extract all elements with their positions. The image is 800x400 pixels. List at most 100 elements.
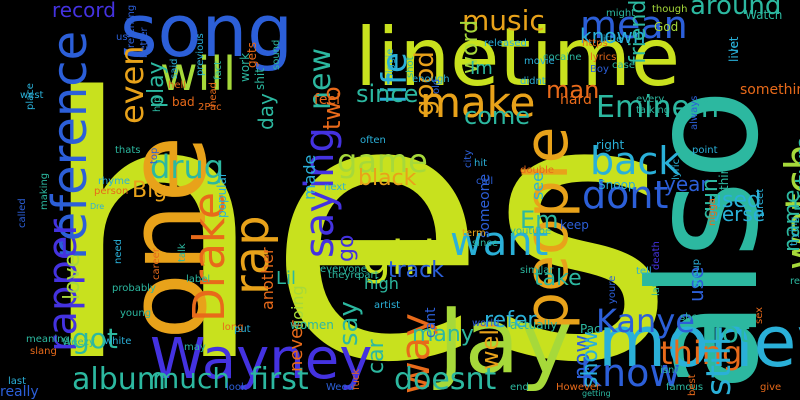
cloud-word: car (364, 339, 389, 374)
cloud-word: give (760, 382, 782, 393)
cloud-word: look (226, 382, 247, 393)
cloud-word: Weed (326, 382, 354, 393)
cloud-word: around (690, 0, 782, 21)
cloud-word: will (160, 46, 236, 101)
cloud-word: famous (666, 382, 704, 393)
cloud-word: drug (150, 148, 225, 187)
cloud-word: Eminem (596, 90, 720, 125)
cloud-word: artist (374, 300, 401, 311)
cloud-word: similar (520, 265, 554, 276)
cloud-word: track (388, 258, 444, 284)
cloud-word: linetime (355, 11, 681, 104)
cloud-word: thing (660, 334, 743, 373)
cloud-word: previous (195, 33, 206, 76)
cloud-word: girl (362, 230, 436, 285)
cloud-word: west (20, 90, 44, 101)
cloud-word: part (358, 270, 379, 281)
cloud-word: young (120, 308, 152, 319)
cloud-word: Dre (90, 201, 105, 211)
cloud-word: youre (607, 275, 618, 304)
cloud-word: go (334, 234, 359, 262)
cloud-word: back (590, 138, 681, 183)
cloud-word: think (717, 159, 731, 190)
cloud-word: know (580, 350, 681, 395)
cloud-word: called (17, 198, 28, 228)
cloud-word: high (364, 273, 399, 293)
cloud-word: got (72, 321, 118, 355)
cloud-word: show (578, 331, 603, 388)
cloud-word: right (596, 138, 625, 153)
cloud-word: white (104, 336, 132, 347)
cloud-word: another (258, 247, 277, 310)
cloud-word: feel (314, 92, 341, 109)
cloud-word: https (582, 38, 608, 49)
cloud-word: take (534, 266, 582, 292)
cloud-word: best (687, 374, 698, 396)
cloud-word: need (113, 239, 124, 264)
cloud-word: Em (520, 206, 559, 235)
cloud-word: said (169, 58, 180, 79)
cloud-word: isnt (660, 365, 679, 376)
cloud-word: sex (754, 306, 765, 324)
cloud-word: shes (680, 312, 703, 323)
cloud-word: youtube (510, 226, 552, 237)
cloud-word: see (528, 171, 547, 200)
cloud-word: rhyme (98, 176, 131, 187)
cloud-word: thats (115, 145, 141, 156)
cloud-word: talking (636, 105, 671, 116)
cloud-word: trying (789, 216, 800, 246)
cloud-word: put (234, 324, 251, 335)
cloud-word: much (152, 361, 231, 395)
cloud-word: hard (560, 92, 592, 109)
cloud-word: everyone (320, 264, 367, 275)
cloud-word: still (699, 336, 739, 396)
cloud-word: referring (126, 4, 137, 48)
cloud-word: since (356, 80, 419, 109)
cloud-word: tell (636, 266, 652, 277)
cloud-word: later (651, 272, 662, 296)
cloud-word: didnt (520, 76, 546, 87)
cloud-word: making (39, 172, 50, 210)
cloud-word: slang (30, 346, 57, 357)
cloud-word: Im (470, 57, 493, 79)
cloud-word: group (691, 258, 702, 288)
cloud-word: Watch (745, 8, 783, 23)
cloud-word: Wayney (150, 326, 373, 392)
cloud-word: Biggie (385, 48, 396, 80)
cloud-word: next (324, 182, 347, 193)
cloud-word: verse (710, 202, 766, 226)
cloud-word: movie (524, 56, 555, 67)
cloud-word: Weezy (62, 337, 95, 348)
cloud-word: world (472, 318, 500, 329)
cloud-word: sound (271, 39, 282, 70)
cloud-word: theyre (328, 270, 361, 281)
cloud-word: let (727, 36, 741, 52)
cloud-word: fact (213, 60, 224, 80)
cloud-word: us (116, 32, 128, 43)
cloud-word: popular (215, 172, 229, 218)
cloud-word: black (358, 166, 417, 192)
cloud-word: first (250, 362, 309, 397)
cloud-word: shit (253, 68, 267, 90)
cloud-word: make (420, 78, 536, 128)
cloud-word: may (184, 342, 206, 353)
cloud-word: song (120, 0, 293, 74)
cloud-word: city (463, 149, 474, 168)
cloud-word: old (431, 78, 442, 94)
cloud-word: doesnt (394, 362, 497, 397)
cloud-word: term (462, 228, 486, 239)
cloud-word: career (151, 248, 162, 280)
cloud-word: double (520, 165, 555, 176)
cloud-word: talk (177, 243, 188, 262)
cloud-word: street (755, 188, 766, 218)
cloud-word: 2Pac (198, 102, 222, 113)
cloud-word: man (546, 76, 600, 105)
cloud-word: money (598, 301, 800, 383)
cloud-word: work (238, 52, 252, 82)
cloud-word: really (0, 384, 39, 400)
cloud-word: call (476, 176, 494, 187)
cloud-word: hit (474, 158, 488, 169)
cloud-word: make (420, 78, 536, 128)
cloud-word: keep (560, 218, 589, 233)
